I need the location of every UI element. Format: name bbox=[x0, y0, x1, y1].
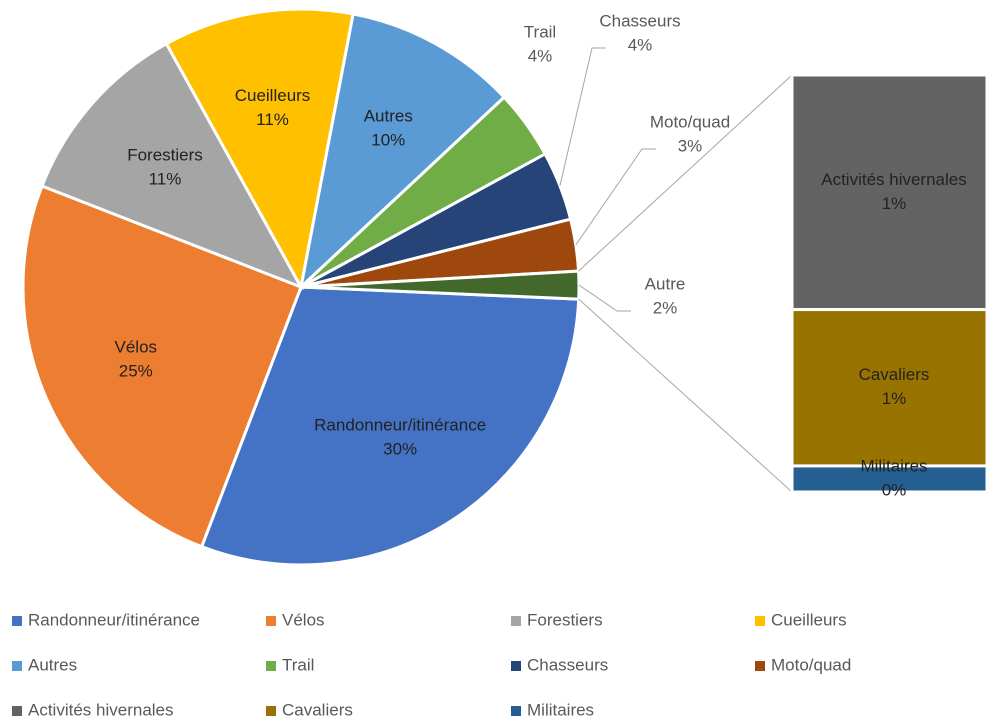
legend-label: Trail bbox=[282, 655, 314, 674]
slice-value-label: 25% bbox=[119, 362, 153, 381]
legend-swatch bbox=[266, 616, 276, 626]
pie-slice bbox=[300, 269, 581, 301]
bar-segment bbox=[790, 308, 987, 468]
leader-line bbox=[559, 47, 606, 186]
slice-label: Chasseurs bbox=[599, 11, 680, 30]
legend-swatch bbox=[755, 661, 765, 671]
legend-label: Randonneur/itinérance bbox=[28, 610, 200, 629]
legend-swatch bbox=[266, 706, 276, 716]
bar-segment bbox=[790, 464, 987, 494]
slice-value-label: 30% bbox=[383, 440, 417, 459]
connector-line bbox=[578, 298, 793, 493]
bar-label: Cavaliers bbox=[859, 365, 930, 384]
legend-label: Chasseurs bbox=[527, 655, 608, 674]
slice-value-label: 4% bbox=[528, 46, 553, 65]
legend-label: Cavaliers bbox=[282, 700, 353, 719]
bar-value-label: 1% bbox=[882, 194, 907, 213]
legend-swatch bbox=[755, 616, 765, 626]
connector-line bbox=[578, 74, 793, 272]
pie-slice bbox=[40, 41, 305, 290]
slice-label: Randonneur/itinérance bbox=[314, 416, 486, 435]
legend-swatch bbox=[511, 616, 521, 626]
legend-label: Autres bbox=[28, 655, 77, 674]
slice-value-label: 11% bbox=[256, 110, 289, 129]
legend-label: Moto/quad bbox=[771, 655, 851, 674]
legend-swatch bbox=[12, 661, 22, 671]
slice-value-label: 10% bbox=[371, 130, 405, 149]
legend-label: Vélos bbox=[282, 610, 325, 629]
slice-label: Forestiers bbox=[127, 146, 203, 165]
slice-label: Trail bbox=[524, 22, 556, 41]
slice-label: Autre bbox=[645, 274, 686, 293]
legend-swatch bbox=[511, 661, 521, 671]
bar-segment bbox=[790, 73, 987, 312]
bar-label: Militaires bbox=[860, 456, 927, 475]
slice-label: Cueilleurs bbox=[235, 86, 311, 105]
pie-slice bbox=[199, 285, 581, 567]
leader-line bbox=[575, 148, 656, 246]
slice-value-label: 2% bbox=[653, 298, 678, 317]
legend-swatch bbox=[12, 616, 22, 626]
bar-value-label: 1% bbox=[882, 389, 907, 408]
pie-slice bbox=[164, 7, 355, 292]
bar-value-label: 0% bbox=[882, 480, 907, 499]
bar-label: Activités hivernales bbox=[821, 170, 967, 189]
slice-label: Autres bbox=[364, 106, 413, 125]
pie-slice bbox=[21, 184, 303, 549]
legend-swatch bbox=[12, 706, 22, 716]
legend-label: Militaires bbox=[527, 700, 594, 719]
slice-label: Vélos bbox=[115, 338, 158, 357]
legend-label: Cueilleurs bbox=[771, 610, 847, 629]
legend-label: Forestiers bbox=[527, 610, 603, 629]
legend-swatch bbox=[511, 706, 521, 716]
legend-label: Activités hivernales bbox=[28, 700, 174, 719]
slice-value-label: 4% bbox=[628, 35, 653, 54]
legend-swatch bbox=[266, 661, 276, 671]
pie-slice bbox=[298, 12, 507, 292]
slice-value-label: 11% bbox=[149, 170, 182, 189]
slice-value-label: 3% bbox=[678, 136, 703, 155]
slice-label: Moto/quad bbox=[650, 112, 730, 131]
leader-line bbox=[578, 284, 631, 312]
